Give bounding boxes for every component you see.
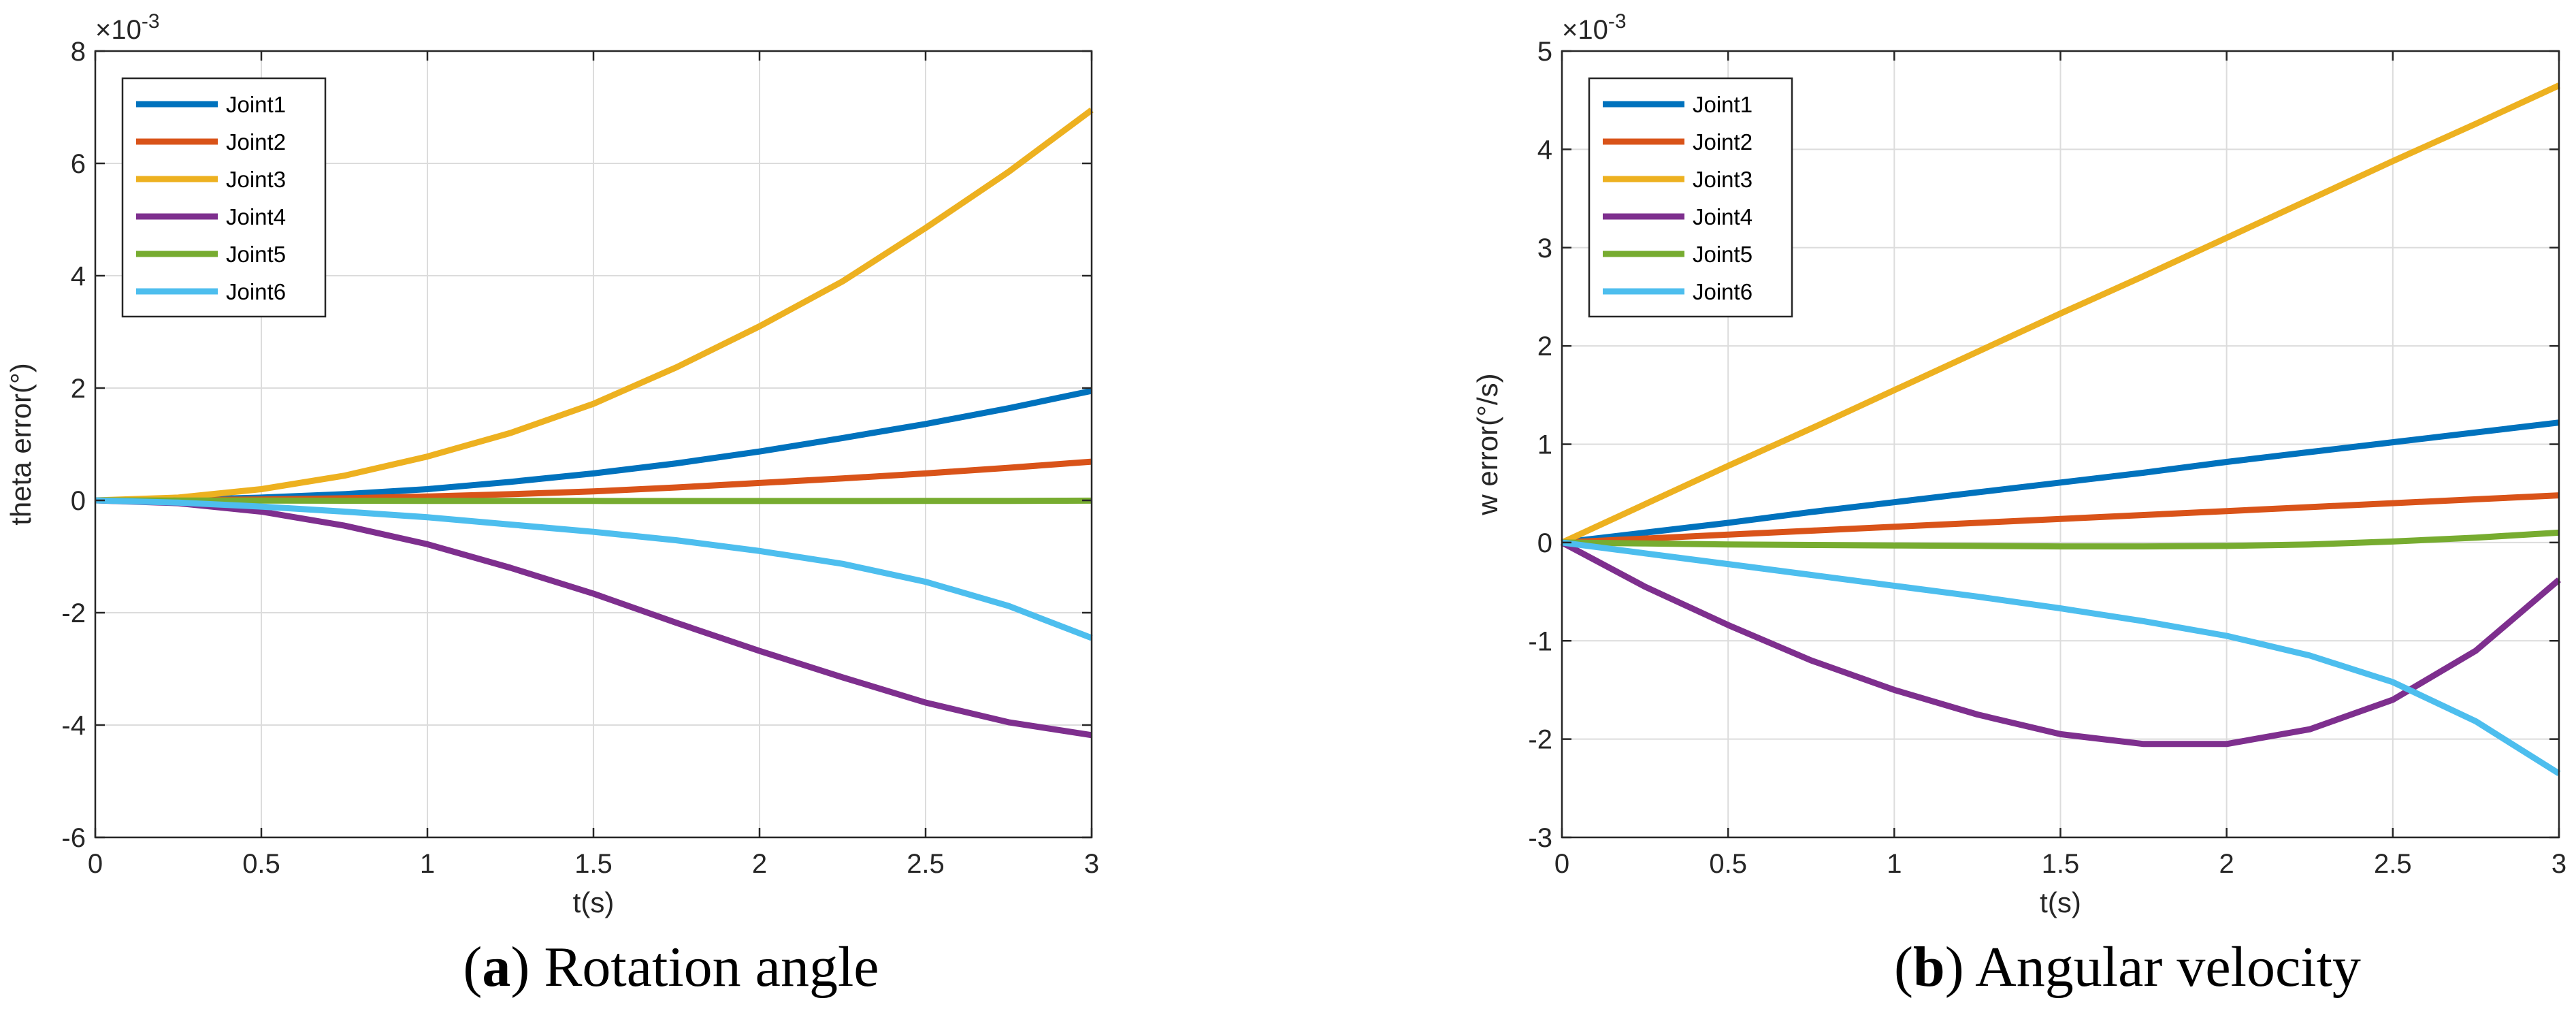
y-tick-label: -3	[1528, 823, 1552, 853]
series-line-joint6	[1561, 539, 2561, 777]
legend-label-joint1: Joint1	[1693, 92, 1752, 117]
legend-label-joint1: Joint1	[226, 92, 286, 117]
legend-box	[1588, 77, 1793, 318]
series-line-joint3	[1561, 82, 2560, 545]
axis-exponent-label: ×10-3	[95, 10, 160, 45]
y-axis-label: theta error(°)	[5, 363, 37, 526]
legend-label-joint2: Joint2	[226, 129, 286, 155]
caption-open-paren: (	[1894, 935, 1913, 999]
x-tick-label: 2	[2219, 849, 2234, 879]
series-line-joint5	[1561, 529, 2560, 550]
caption-close-paren: )	[510, 935, 544, 999]
x-tick-label: 0	[88, 849, 103, 879]
chart-panel-a: 0 0.5 1 1.5 2 2.5 3 -6 -4 -2 0 2 4 6 8 ×10-3 t(s) theta e…	[5, 10, 1099, 999]
x-tick-label: 3	[1084, 849, 1099, 879]
series-line-joint3	[95, 107, 1094, 504]
legend-label-joint5: Joint5	[226, 242, 286, 267]
y-tick-label: -1	[1528, 626, 1552, 656]
caption-text: Angular velocity	[1975, 935, 2361, 999]
series-line-joint2	[1561, 492, 2560, 546]
y-tick-label: 2	[1537, 332, 1552, 362]
legend-label-joint4: Joint4	[1693, 204, 1752, 229]
axis-exponent-base: ×10	[95, 15, 142, 45]
y-tick-label: 0	[1537, 528, 1552, 558]
caption-letter: a	[482, 935, 510, 999]
y-tick-label: 4	[71, 261, 86, 291]
legend-label-joint6: Joint6	[1693, 279, 1752, 304]
y-tick-label: -4	[61, 711, 86, 741]
x-axis-label: t(s)	[2040, 886, 2081, 918]
axis-exponent-power: -3	[142, 10, 160, 33]
legend-label-joint6: Joint6	[226, 279, 286, 304]
legend-label-joint5: Joint5	[1693, 242, 1752, 267]
legend-box	[121, 77, 327, 318]
x-tick-label: 3	[2551, 849, 2566, 879]
caption-close-paren: )	[1945, 935, 1975, 999]
legend-label-joint4: Joint4	[226, 204, 286, 229]
x-tick-label: 2	[752, 849, 767, 879]
y-tick-label: -6	[61, 823, 86, 853]
legend: Joint1 Joint2 Joint3 Joint4 Joint5 Joint6	[121, 77, 327, 318]
caption-text: Rotation angle	[544, 935, 879, 999]
axis-exponent-power: -3	[1608, 10, 1627, 33]
x-tick-label: 1.5	[574, 849, 613, 879]
x-tick-label: 2.5	[907, 849, 945, 879]
axis-exponent-label: ×10-3	[1562, 10, 1627, 45]
panel-caption: (b) Angular velocity	[1894, 935, 2361, 999]
x-axis-label: t(s)	[573, 886, 615, 918]
y-tick-label: -2	[1528, 725, 1552, 755]
legend-label-joint3: Joint3	[226, 167, 286, 192]
caption-letter: b	[1913, 935, 1945, 999]
x-tick-label: 1	[420, 849, 435, 879]
axis-exponent-base: ×10	[1562, 15, 1608, 45]
x-tick-label: 0	[1554, 849, 1569, 879]
series-line-joint1	[1561, 419, 2560, 546]
legend-label-joint2: Joint2	[1693, 129, 1752, 155]
x-tick-label: 2.5	[2374, 849, 2412, 879]
y-axis-label: w error(°/s)	[1471, 373, 1503, 515]
x-tick-label: 0.5	[1709, 849, 1747, 879]
y-tick-label: 8	[71, 37, 86, 67]
y-tick-label: 6	[71, 149, 86, 179]
series-line-joint5	[95, 497, 1092, 504]
y-tick-label: 0	[71, 486, 86, 516]
y-tick-label: -2	[61, 598, 86, 628]
legend-label-joint3: Joint3	[1693, 167, 1752, 192]
caption-open-paren: (	[463, 935, 482, 999]
x-tick-label: 1.5	[2042, 849, 2080, 879]
y-tick-label: 3	[1537, 234, 1552, 263]
legend: Joint1 Joint2 Joint3 Joint4 Joint5 Joint6	[1588, 77, 1793, 318]
y-tick-label: 1	[1537, 430, 1552, 460]
y-tick-label: 2	[71, 374, 86, 404]
series-line-joint4	[1560, 539, 2561, 748]
series-line-joint4	[95, 497, 1092, 739]
x-tick-label: 1	[1887, 849, 1902, 879]
series-line-joint6	[95, 497, 1093, 641]
y-tick-label: 5	[1537, 37, 1552, 67]
y-tick-label: 4	[1537, 135, 1552, 165]
panel-caption: (a) Rotation angle	[463, 935, 879, 999]
x-tick-label: 0.5	[242, 849, 280, 879]
